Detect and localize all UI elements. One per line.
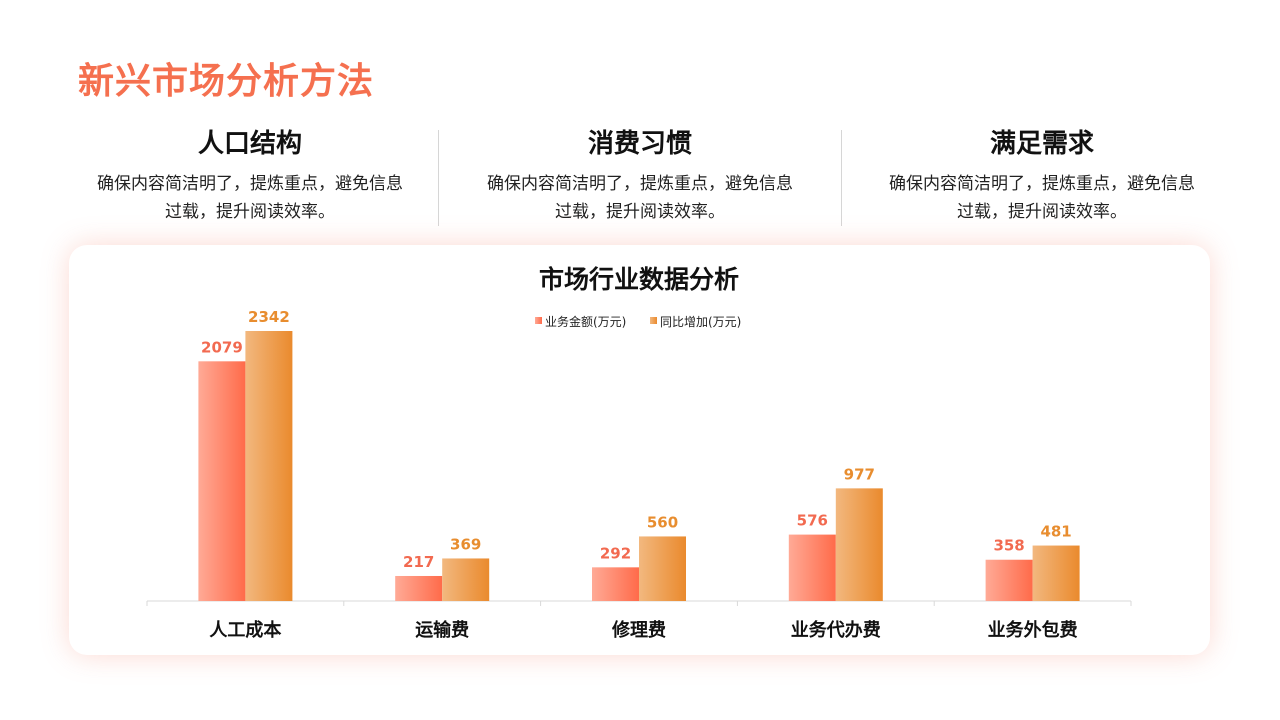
data-label-series-1: 576: [797, 512, 828, 530]
feature-meet-needs: 满足需求 确保内容简洁明了，提炼重点，避免信息过载，提升阅读效率。: [852, 124, 1232, 226]
bar-series-2: [442, 558, 490, 601]
chart-card: 市场行业数据分析 业务金额(万元) 同比增加(万元) 2079 2342 人工成本 2…: [69, 245, 1210, 655]
page-title: 新兴市场分析方法: [78, 61, 375, 102]
bar-series-1: [788, 534, 836, 601]
bar-series-2: [639, 536, 686, 601]
chart-legend: 业务金额(万元) 同比增加(万元): [535, 314, 741, 329]
divider: [438, 130, 439, 226]
data-label-series-1: 217: [403, 553, 434, 571]
x-tick-label: 人工成本: [209, 619, 281, 641]
bar-series-1: [985, 559, 1033, 601]
feature-heading: 消费习惯: [587, 129, 692, 159]
legend-swatch-series-1: [535, 317, 542, 324]
data-label-series-2: 369: [450, 535, 481, 553]
bar-series-2: [835, 488, 883, 601]
data-label-series-1: 358: [993, 537, 1024, 555]
feature-consumption-habits: 消费习惯 确保内容简洁明了，提炼重点，避免信息过载，提升阅读效率。: [450, 124, 830, 226]
data-label-series-2: 2342: [248, 308, 290, 326]
bar-series-1: [592, 567, 639, 601]
bar-chart: 市场行业数据分析 业务金额(万元) 同比增加(万元) 20792342人工成本2…: [146, 265, 1132, 641]
bar-series-2: [1032, 545, 1080, 601]
feature-heading: 满足需求: [989, 129, 1094, 159]
feature-population: 人口结构 确保内容简洁明了，提炼重点，避免信息过载，提升阅读效率。: [60, 124, 440, 226]
data-label-series-2: 481: [1040, 523, 1071, 541]
divider: [841, 130, 842, 226]
plot-area: 2079 2342 人工成本 217 369 运输费 292 560 修理费 576 977 业务代办…: [146, 308, 1132, 641]
feature-description: 确保内容简洁明了，提炼重点，避免信息过载，提升阅读效率。: [97, 174, 403, 222]
data-label-series-1: 2079: [201, 338, 243, 356]
feature-heading: 人口结构: [197, 129, 302, 159]
data-label-series-2: 560: [647, 513, 678, 531]
x-tick-label: 业务代办费: [791, 619, 881, 641]
bar-series-1: [198, 361, 246, 601]
data-label-series-1: 292: [600, 544, 631, 562]
chart-title: 市场行业数据分析: [539, 265, 739, 294]
legend-label-series-2: 同比增加(万元): [660, 315, 741, 329]
legend-label-series-1: 业务金额(万元): [545, 314, 626, 329]
feature-description: 确保内容简洁明了，提炼重点，避免信息过载，提升阅读效率。: [487, 174, 793, 222]
x-tick-label: 业务外包费: [988, 619, 1078, 641]
bar-series-1: [395, 575, 443, 601]
data-label-series-2: 977: [844, 465, 875, 483]
x-tick-label: 修理费: [611, 619, 666, 641]
legend-swatch-series-2: [650, 317, 657, 324]
bar-series-2: [245, 331, 293, 601]
feature-description: 确保内容简洁明了，提炼重点，避免信息过载，提升阅读效率。: [889, 174, 1195, 222]
x-tick-label: 运输费: [415, 619, 469, 641]
